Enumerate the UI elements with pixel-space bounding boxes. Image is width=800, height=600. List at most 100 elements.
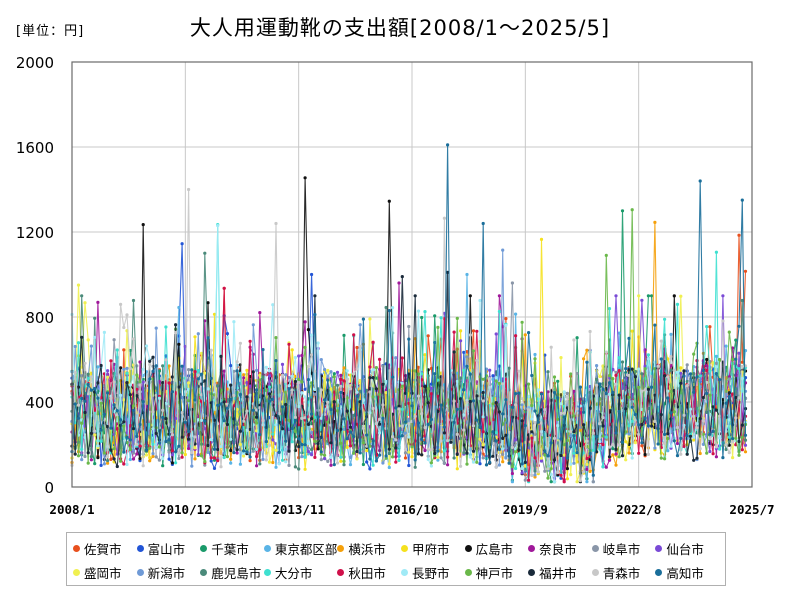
series-point — [394, 438, 398, 442]
series-point — [131, 451, 136, 455]
series-point — [339, 455, 343, 459]
series-point — [83, 399, 87, 403]
series-point — [546, 476, 550, 480]
series-point — [267, 443, 272, 447]
series-point — [245, 368, 249, 372]
series-point — [106, 375, 110, 379]
series-point — [514, 450, 518, 454]
legend-item: 高知市 — [655, 560, 719, 584]
series-point — [151, 452, 155, 456]
series-point — [727, 435, 731, 439]
series-point — [161, 408, 165, 412]
series-point — [80, 447, 84, 451]
series-point — [125, 371, 129, 375]
series-point — [109, 448, 113, 452]
series-point — [135, 452, 139, 456]
series-point — [73, 402, 77, 406]
series-point — [640, 444, 644, 448]
series-point — [371, 395, 375, 399]
series-point — [514, 466, 518, 471]
series-point — [190, 368, 194, 372]
series-point — [527, 478, 531, 482]
series-point — [329, 441, 333, 445]
series-point — [313, 369, 317, 373]
series-point — [607, 458, 612, 462]
series-point — [235, 422, 239, 426]
legend-item: 神戸市 — [464, 560, 529, 584]
series-point — [151, 427, 155, 431]
series-point — [141, 367, 145, 371]
series-point — [695, 426, 699, 430]
series-point — [491, 402, 495, 406]
series-point — [206, 450, 210, 454]
series-point — [177, 305, 181, 310]
series-point — [475, 329, 479, 333]
series-point — [452, 420, 456, 424]
series-point — [536, 388, 540, 392]
series-point — [504, 433, 508, 437]
series-point — [637, 423, 641, 427]
series-point — [439, 316, 443, 320]
series-point — [705, 364, 709, 368]
series-point — [238, 462, 242, 466]
series-point — [138, 383, 142, 387]
series-point — [423, 441, 427, 445]
series-point — [138, 457, 142, 461]
series-point — [705, 325, 709, 329]
series-point — [394, 356, 398, 360]
series-point — [73, 370, 77, 374]
series-point — [80, 458, 84, 462]
series-point — [339, 390, 343, 395]
series-point — [332, 372, 336, 376]
series-point — [727, 451, 731, 455]
series-point — [650, 385, 654, 389]
series-point — [504, 398, 508, 402]
series-point — [426, 387, 430, 391]
series-point — [471, 329, 476, 333]
series-point — [310, 333, 314, 337]
series-point — [316, 447, 320, 451]
legend-item: 青森市 — [591, 560, 656, 584]
series-point — [695, 456, 699, 460]
series-point — [627, 432, 631, 436]
legend-label: 奈良市 — [539, 541, 577, 557]
series-point — [494, 401, 498, 405]
series-point — [329, 463, 333, 467]
series-point — [549, 441, 553, 445]
series-point — [556, 379, 560, 383]
series-point — [429, 392, 433, 396]
series-point — [245, 409, 249, 413]
series-point — [462, 368, 466, 372]
series-point — [595, 364, 599, 368]
series-point — [148, 459, 152, 463]
series-point — [737, 453, 741, 457]
series-point — [400, 424, 404, 428]
series-point — [167, 381, 171, 385]
series-point — [122, 424, 126, 428]
series-point — [115, 409, 119, 413]
series-point — [607, 381, 612, 385]
series-point — [646, 357, 651, 361]
series-point — [290, 426, 294, 431]
series-point — [225, 335, 229, 340]
series-point — [238, 392, 242, 397]
series-point — [497, 364, 501, 368]
series-point — [300, 380, 304, 384]
series-point — [731, 440, 735, 444]
series-point — [436, 325, 440, 329]
series-point — [598, 382, 602, 386]
series-point — [229, 448, 233, 453]
series-point — [650, 294, 654, 298]
series-point — [306, 328, 310, 332]
series-point — [416, 309, 421, 313]
series-point — [274, 465, 278, 469]
series-point — [267, 399, 272, 403]
series-point — [465, 400, 469, 404]
series-point — [154, 431, 158, 435]
series-point — [433, 314, 437, 318]
series-point — [562, 415, 566, 419]
series-point — [365, 449, 369, 453]
series-point — [355, 394, 359, 398]
series-point — [604, 435, 608, 439]
series-point — [607, 455, 612, 459]
